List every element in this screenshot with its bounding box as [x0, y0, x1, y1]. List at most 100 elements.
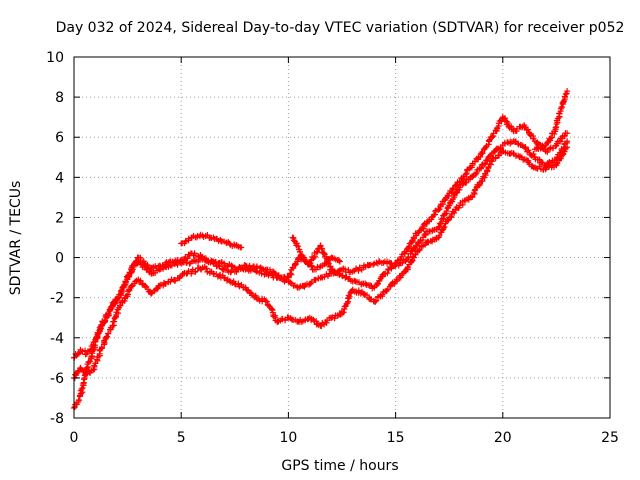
data-point [297, 248, 304, 255]
data-point [551, 130, 558, 137]
data-point [219, 265, 226, 272]
data-point [79, 389, 86, 396]
data-point [336, 272, 343, 279]
series-short-segment [178, 231, 245, 251]
data-point [198, 266, 205, 273]
data-point [252, 292, 259, 299]
data-point [556, 110, 563, 117]
data-point [355, 267, 362, 274]
data-point [336, 257, 343, 264]
data-point [530, 151, 537, 158]
y-tick-label: 6 [55, 130, 64, 146]
data-point [482, 160, 489, 167]
data-point [444, 204, 451, 211]
data-point [346, 293, 353, 300]
data-point [448, 213, 455, 220]
data-point [497, 144, 504, 151]
data-point [109, 303, 116, 310]
data-point [462, 171, 469, 178]
y-tick-label: 10 [46, 50, 64, 66]
data-point [455, 204, 462, 211]
data-point [463, 179, 470, 186]
data-point [154, 285, 161, 292]
x-tick-label: 5 [177, 430, 186, 446]
data-point [88, 367, 95, 374]
data-point [423, 220, 430, 227]
data-point [527, 151, 534, 158]
data-point [102, 317, 109, 324]
data-point [313, 249, 320, 256]
x-tick-label: 25 [601, 430, 619, 446]
data-point [340, 309, 347, 316]
data-point [235, 280, 242, 287]
y-tick-label: 8 [55, 90, 64, 106]
data-point [562, 130, 569, 137]
series-mid-bump [289, 234, 343, 273]
data-point [519, 142, 526, 149]
data-point [192, 268, 199, 275]
data-point [562, 91, 569, 98]
data-point [477, 165, 484, 172]
data-point [342, 274, 349, 281]
data-point [229, 267, 236, 274]
data-point [358, 281, 365, 288]
x-tick-label: 20 [494, 430, 512, 446]
data-point [203, 265, 210, 272]
data-point [323, 260, 330, 267]
data-point [342, 266, 349, 273]
data-point [137, 277, 144, 284]
data-point [176, 275, 183, 282]
data-point [218, 259, 225, 266]
data-point [272, 270, 279, 277]
data-point [118, 287, 125, 294]
data-point [560, 99, 567, 106]
data-point [75, 350, 82, 357]
data-point [212, 259, 219, 266]
data-point [73, 401, 80, 408]
data-point [317, 242, 324, 249]
axis-ticks: -8 -6 -4 -2 0 2 4 6 8 10 0 5 10 15 20 25 [46, 50, 619, 446]
data-point [165, 259, 172, 266]
data-point [511, 138, 518, 145]
data-point [375, 280, 382, 287]
data-point [88, 346, 95, 353]
data-point [540, 143, 547, 150]
data-point [105, 310, 112, 317]
data-point [552, 143, 559, 150]
x-tick-label: 15 [387, 430, 405, 446]
data-point [237, 244, 244, 251]
data-point [254, 263, 261, 270]
data-point [197, 265, 204, 272]
data-point [342, 303, 349, 310]
data-point [218, 238, 225, 245]
data-point [231, 241, 238, 248]
data-point [184, 255, 191, 262]
y-tick-label: 0 [55, 251, 64, 267]
series-lower-track [71, 144, 571, 382]
data-point [75, 397, 82, 404]
data-point [504, 119, 511, 126]
data-point [127, 266, 134, 273]
data-point [406, 243, 413, 250]
data-point [208, 234, 215, 241]
data-point [481, 161, 488, 168]
data-point [436, 232, 443, 239]
data-point [561, 133, 568, 140]
x-tick-label: 10 [279, 430, 297, 446]
data-point [530, 135, 537, 142]
data-point [121, 282, 128, 289]
data-point [370, 261, 377, 268]
data-point [187, 260, 194, 267]
data-point [188, 270, 195, 277]
data-point [228, 262, 235, 269]
data-point [235, 266, 242, 273]
data-point [316, 264, 323, 271]
data-point [373, 297, 380, 304]
data-point [215, 262, 222, 269]
data-point [525, 147, 532, 154]
data-point [114, 296, 121, 303]
x-axis-label: GPS time / hours [281, 458, 398, 474]
data-point [209, 258, 216, 265]
data-point [262, 297, 269, 304]
